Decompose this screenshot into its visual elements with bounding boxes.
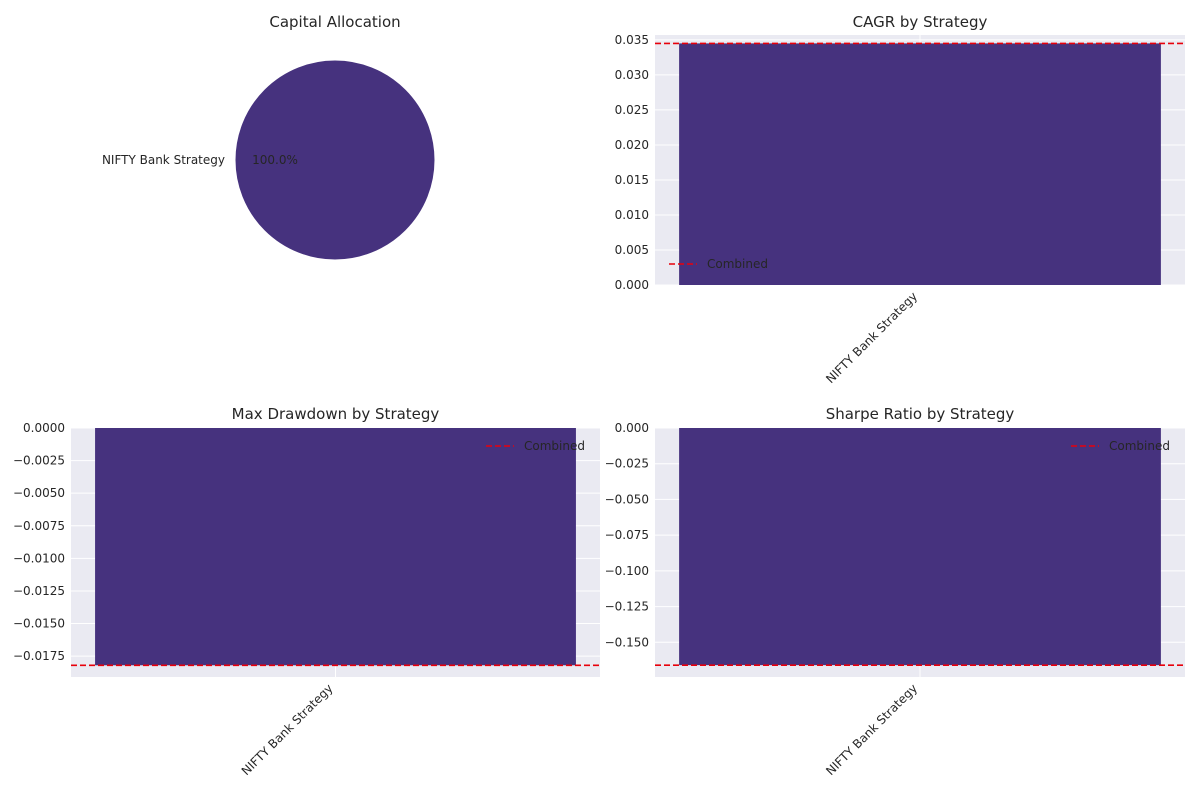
capital-allocation-panel: Capital Allocation 100.0% NIFTY Bank Stra…: [102, 13, 436, 261]
x-tick-label-0: NIFTY Bank Strategy: [823, 289, 920, 386]
y-tick-label-6: −0.0150: [13, 617, 65, 631]
x-tick-label-0: NIFTY Bank Strategy: [239, 681, 336, 778]
cagr-panel: CAGR by Strategy 0.000 0.005 0.010 0.015 0.02…: [615, 13, 1185, 386]
y-tick-label-6: 0.030: [615, 68, 649, 82]
y-tick-label-5: −0.0125: [13, 584, 65, 598]
legend-label-combined: Combined: [707, 257, 768, 271]
y-tick-label-3: 0.015: [615, 173, 649, 187]
y-tick-label-3: −0.0075: [13, 519, 65, 533]
panel-title: Max Drawdown by Strategy: [232, 405, 440, 423]
pie-percent-label-0: 100.0%: [252, 153, 298, 167]
bar-0: [679, 43, 1161, 285]
y-tick-label-5: 0.025: [615, 103, 649, 117]
pie-category-label-0: NIFTY Bank Strategy: [102, 153, 225, 167]
y-tick-label-4: −0.0100: [13, 551, 65, 565]
bar-0: [95, 428, 576, 666]
y-tick-label-2: −0.050: [605, 492, 649, 506]
y-tick-label-6: −0.150: [605, 635, 649, 649]
panel-title: CAGR by Strategy: [853, 13, 988, 31]
y-tick-label-1: −0.025: [605, 457, 649, 471]
legend-label-combined: Combined: [1109, 439, 1170, 453]
pie-title: Capital Allocation: [269, 13, 400, 31]
y-tick-label-2: 0.010: [615, 208, 649, 222]
y-tick-label-0: 0.000: [615, 278, 649, 292]
y-tick-label-7: 0.035: [615, 33, 649, 47]
legend-label-combined: Combined: [524, 439, 585, 453]
panel-title: Sharpe Ratio by Strategy: [826, 405, 1015, 423]
y-tick-label-0: 0.000: [615, 421, 649, 435]
y-tick-label-2: −0.0050: [13, 486, 65, 500]
y-tick-label-0: 0.0000: [23, 421, 65, 435]
y-tick-label-7: −0.0175: [13, 649, 65, 663]
pie-slice-0: [234, 59, 436, 261]
x-tick-label-0: NIFTY Bank Strategy: [823, 681, 920, 778]
y-tick-label-5: −0.125: [605, 600, 649, 614]
y-tick-label-4: 0.020: [615, 138, 649, 152]
y-tick-label-4: −0.100: [605, 564, 649, 578]
y-tick-label-1: 0.005: [615, 243, 649, 257]
y-tick-label-1: −0.0025: [13, 454, 65, 468]
sharpe-ratio-panel: Sharpe Ratio by Strategy 0.000 −0.025 −0.05…: [605, 405, 1185, 778]
max-drawdown-panel: Max Drawdown by Strategy 0.0000 −0.0025 −0.…: [13, 405, 600, 778]
y-tick-label-3: −0.075: [605, 528, 649, 542]
bar-0: [679, 428, 1161, 666]
